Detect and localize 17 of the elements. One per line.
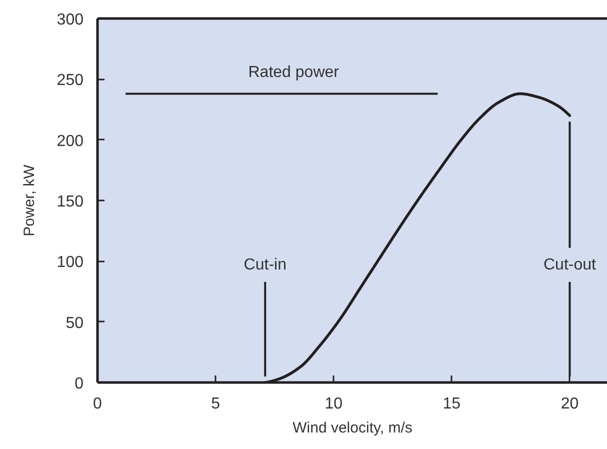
x-axis-title: Wind velocity, m/s — [292, 420, 412, 436]
ref-line-label: Cut-in — [244, 256, 286, 274]
ref-line-label: Cut-out — [543, 256, 597, 274]
y-tick-label: 50 — [66, 314, 84, 332]
x-tick-label: 15 — [442, 396, 461, 412]
y-tick-label: 150 — [56, 194, 84, 210]
x-tick-label: 10 — [324, 396, 343, 412]
y-tick-label: 200 — [56, 132, 84, 150]
x-tick-label: 5 — [211, 396, 220, 412]
y-axis-title: Power, kW — [20, 164, 38, 236]
y-tick-label: 100 — [56, 254, 84, 272]
ref-line-label: Rated power — [248, 64, 340, 82]
y-tick-label: 250 — [56, 72, 84, 90]
x-tick-label: 20 — [560, 396, 579, 412]
x-tick-label: 0 — [93, 396, 102, 412]
y-tick-label: 0 — [74, 376, 84, 392]
y-tick-label: 300 — [56, 12, 84, 28]
